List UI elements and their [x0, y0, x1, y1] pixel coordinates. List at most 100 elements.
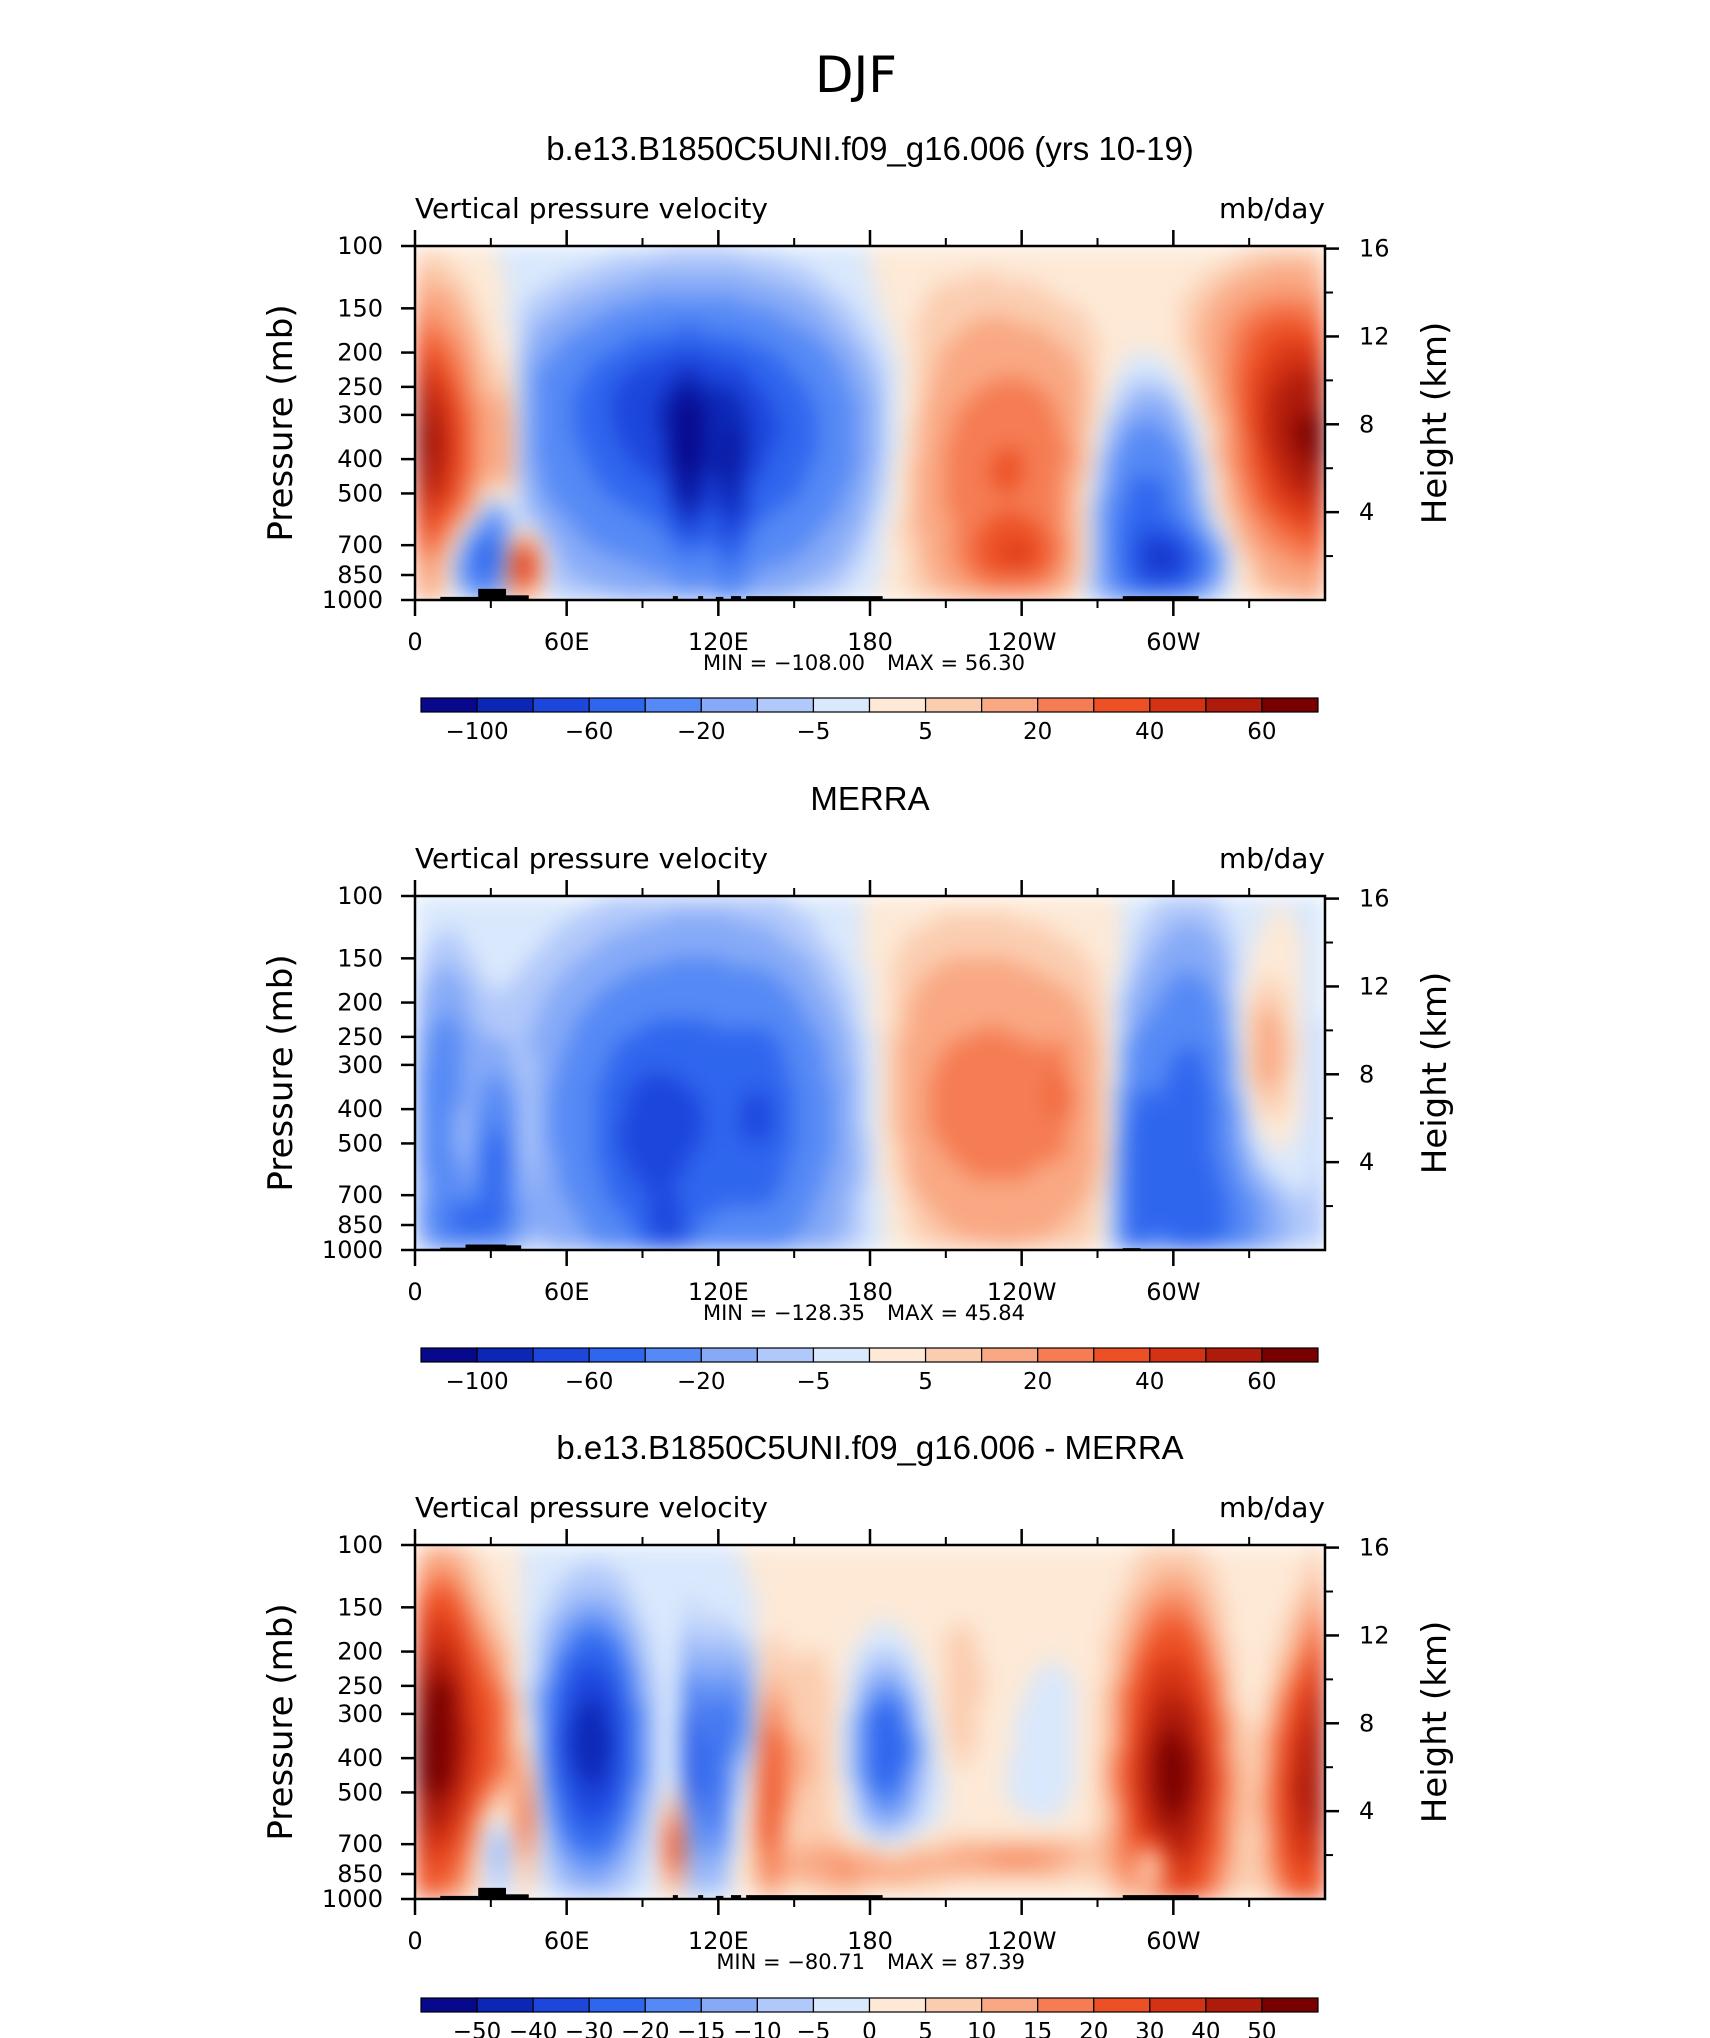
heatmap-cell: [998, 423, 1008, 433]
heatmap-cell: [945, 573, 955, 583]
heatmap-cell: [1158, 352, 1167, 362]
heatmap-cell: [710, 520, 719, 530]
heatmap-cell: [597, 281, 606, 291]
heatmap-cell: [468, 896, 477, 906]
heatmap-cell: [521, 352, 530, 362]
heatmap-cell: [513, 334, 522, 344]
heatmap-cell: [642, 431, 651, 442]
heatmap-cell: [566, 263, 575, 274]
heatmap-cell: [779, 529, 788, 539]
heatmap-cell: [498, 467, 507, 477]
topography-block: [440, 596, 479, 600]
heatmap-cell: [923, 316, 932, 327]
heatmap-cell: [1211, 369, 1220, 380]
heatmap-cell: [877, 458, 886, 468]
heatmap-cell: [521, 423, 530, 433]
heatmap-cell: [945, 538, 955, 548]
heatmap-cell: [1173, 325, 1182, 336]
heatmap-cell: [1211, 343, 1220, 353]
heatmap-cell: [779, 361, 788, 371]
heatmap-cell: [915, 520, 924, 530]
heatmap-cell: [1173, 423, 1182, 433]
heatmap-cell: [460, 440, 469, 451]
colorbar-segment: [1149, 697, 1207, 713]
heatmap-cell: [1188, 352, 1197, 362]
heatmap-cell: [1158, 369, 1167, 380]
heatmap-cell: [991, 449, 1000, 459]
heatmap-cell: [1150, 440, 1159, 451]
heatmap-cell: [900, 529, 909, 539]
heatmap-cell: [801, 281, 810, 291]
heatmap-cell: [634, 493, 644, 504]
heatmap-cell: [953, 352, 962, 362]
heatmap-cell: [498, 582, 507, 592]
heatmap-cell: [437, 396, 446, 406]
heatmap-cell: [1059, 511, 1068, 521]
heatmap-cell: [741, 378, 750, 389]
heatmap-cell: [1211, 529, 1220, 539]
heatmap-cell: [961, 316, 970, 327]
heatmap-cell: [915, 423, 924, 433]
heatmap-cell: [657, 431, 666, 442]
heatmap-cell: [1234, 493, 1243, 504]
heatmap-cell: [847, 573, 856, 583]
heatmap-cell: [559, 343, 568, 353]
heatmap-cell: [938, 316, 947, 327]
heatmap-cell: [915, 387, 924, 398]
heatmap-cell: [430, 405, 439, 415]
heatmap-cell: [832, 520, 841, 530]
heatmap-cell: [665, 299, 674, 309]
heatmap-cell: [1256, 369, 1265, 380]
heatmap-cell: [1044, 423, 1053, 433]
heatmap-cell: [468, 546, 477, 557]
heatmap-cell: [445, 564, 454, 575]
heatmap-cell: [657, 493, 666, 504]
heatmap-cell: [748, 440, 757, 451]
heatmap-cell: [634, 369, 644, 380]
heatmap-cell: [1234, 263, 1243, 274]
heatmap-cell: [1165, 246, 1174, 256]
heatmap-cell: [1294, 325, 1303, 336]
heatmap-cell: [710, 299, 719, 309]
heatmap-cell: [1165, 484, 1174, 495]
heatmap-cell: [991, 538, 1000, 548]
heatmap-cell: [847, 387, 856, 398]
heatmap-cell: [816, 573, 826, 583]
heatmap-cell: [1196, 493, 1205, 504]
heatmap-cell: [688, 299, 697, 309]
heatmap-cell: [900, 396, 909, 406]
heatmap-cell: [521, 564, 530, 575]
heatmap-cell: [976, 573, 985, 583]
heatmap-cell: [839, 369, 848, 380]
heatmap-cell: [801, 325, 810, 336]
heatmap-cell: [1211, 281, 1220, 291]
heatmap-cell: [938, 272, 947, 282]
heatmap-cell: [1059, 591, 1068, 600]
heatmap-cell: [953, 546, 962, 557]
heatmap-cell: [1302, 493, 1311, 504]
heatmap-cell: [1317, 502, 1325, 513]
heatmap-cell: [498, 476, 507, 486]
heatmap-cell: [1180, 361, 1190, 371]
heatmap-cell: [862, 484, 871, 495]
heatmap-cell: [642, 573, 651, 583]
heatmap-cell: [452, 352, 462, 362]
heatmap-cell: [1211, 352, 1220, 362]
heatmap-cell: [1097, 520, 1106, 530]
heatmap-cell: [1006, 476, 1015, 486]
heatmap-cell: [809, 325, 818, 336]
heatmap-cell: [741, 493, 750, 504]
heatmap-cell: [483, 458, 492, 468]
colorbar-label: −60: [565, 719, 614, 745]
heatmap-cell: [839, 387, 848, 398]
heatmap-cell: [1196, 555, 1205, 566]
heatmap-cell: [961, 423, 970, 433]
heatmap-cell: [945, 511, 955, 521]
heatmap-cell: [801, 378, 810, 389]
heatmap-cell: [650, 405, 659, 415]
heatmap-cell: [703, 573, 712, 583]
heatmap-cell: [779, 290, 788, 300]
heatmap-cell: [1249, 387, 1258, 398]
heatmap-cell: [1317, 299, 1325, 309]
heatmap-cell: [938, 484, 947, 495]
